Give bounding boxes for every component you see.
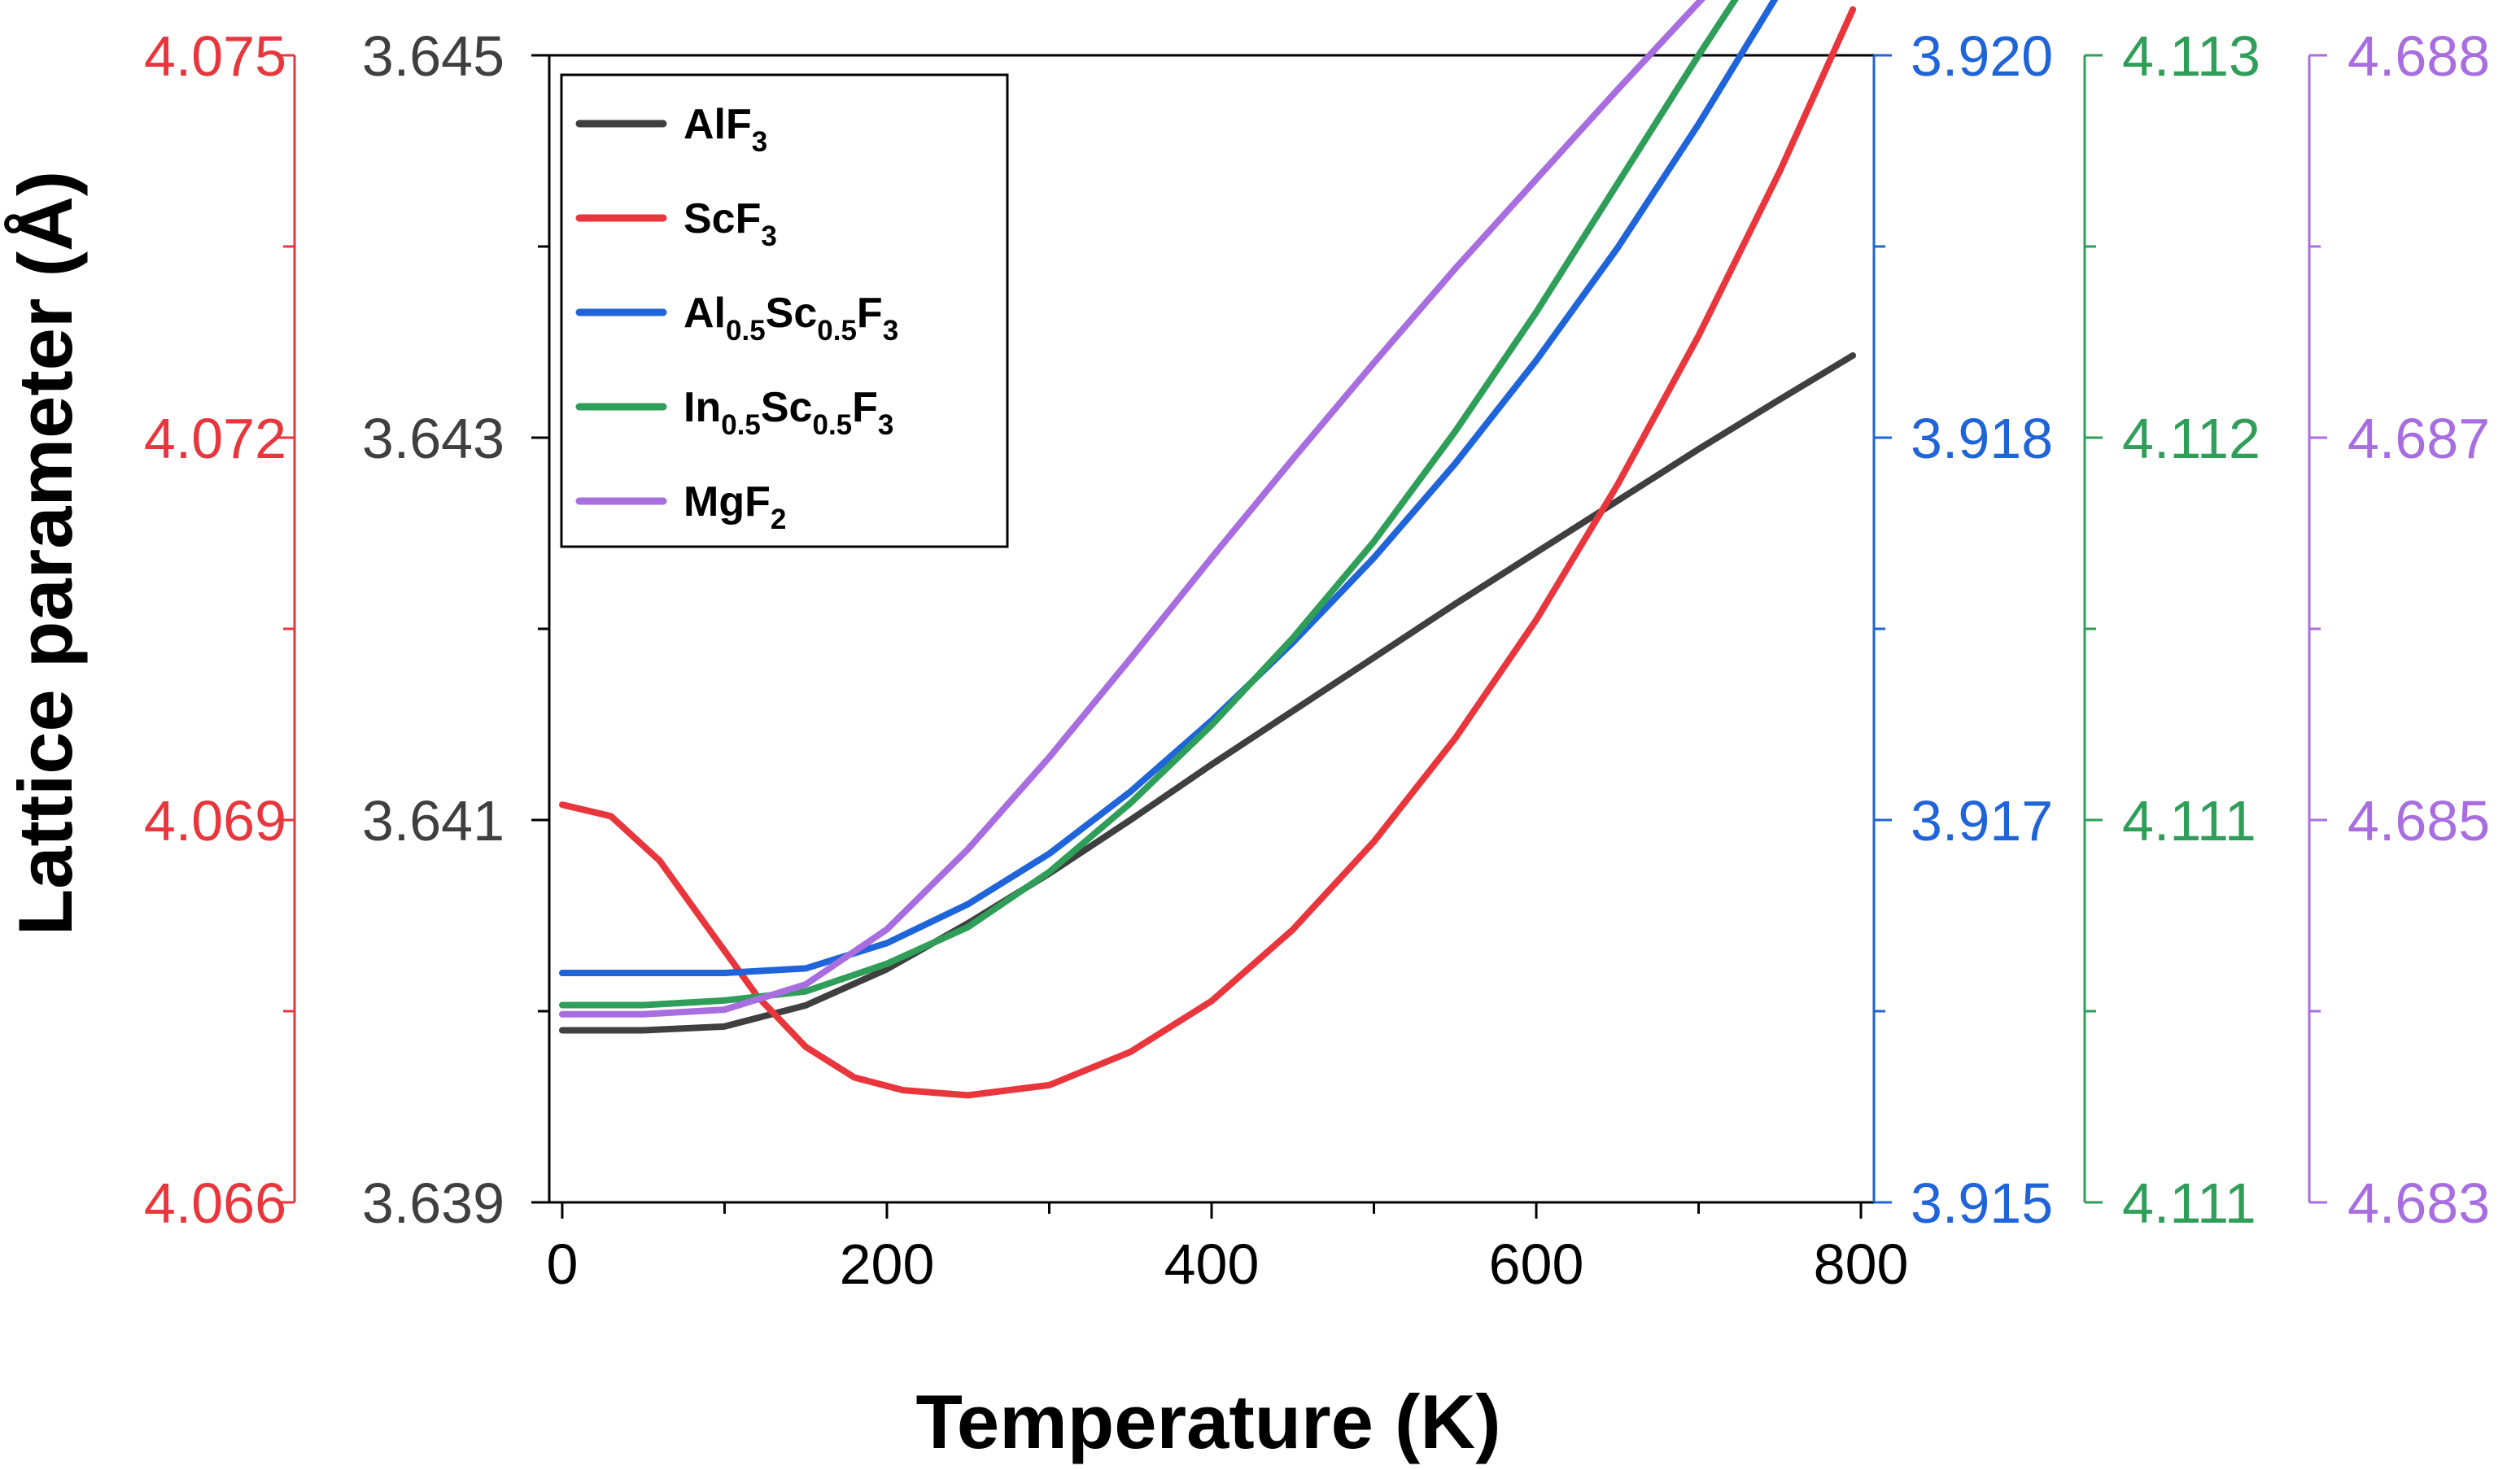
x-axis-title: Temperature (K) [915, 1379, 1500, 1464]
mgf2_axis-tick-label: 4.683 [2347, 1171, 2490, 1235]
mgf2_axis-tick-label: 4.688 [2347, 24, 2490, 88]
insc_axis-tick-label: 4.111 [2122, 789, 2256, 853]
insc_axis-tick-label: 4.112 [2122, 407, 2260, 470]
x-tick-label: 0 [546, 1232, 578, 1296]
mgf2_axis-tick-label: 4.685 [2347, 789, 2490, 853]
scf3_axis-tick-label: 4.072 [144, 407, 286, 470]
alf3_axis-tick-label: 3.641 [362, 789, 504, 853]
alsc_axis-tick-label: 3.920 [1911, 24, 2053, 88]
legend-label: MgF2 [684, 478, 786, 535]
alf3_axis-tick-label: 3.639 [362, 1171, 504, 1235]
x-tick-label: 400 [1164, 1232, 1260, 1296]
scf3_axis-tick-label: 4.069 [144, 789, 286, 853]
legend-label: Al0.5Sc0.5F3 [684, 290, 898, 347]
insc_axis-tick-label: 4.111 [2122, 1171, 2256, 1235]
y-axis-title: Lattice parameter (Å) [2, 171, 88, 936]
legend-label: ScF3 [684, 195, 777, 252]
mgf2_axis-tick-label: 4.687 [2347, 407, 2490, 470]
insc_axis-tick-label: 4.113 [2122, 24, 2260, 88]
axes-layer: 0 200 400 600 800 4.066 4.069 4.072 4.075 3.639 3.… [144, 24, 2490, 1296]
alf3_axis-tick-label: 3.645 [362, 24, 504, 88]
legend: AlF3 ScF3 Al0.5Sc0.5F3 In0.5Sc0.5F3 MgF2 [560, 73, 1009, 548]
alsc_axis-tick-label: 3.915 [1911, 1171, 2053, 1235]
scf3_axis-tick-label: 4.075 [144, 24, 286, 88]
alsc_axis-tick-label: 3.917 [1911, 789, 2053, 853]
legend-label: AlF3 [684, 101, 767, 158]
series-line-mgf2 [559, 0, 1706, 1018]
series-line-alf3 [559, 352, 1857, 1034]
x-tick-label: 600 [1489, 1232, 1584, 1296]
series-layer [559, 0, 1857, 1099]
series-line-scf3 [559, 6, 1857, 1099]
legend-label: In0.5Sc0.5F3 [684, 384, 893, 441]
x-tick-label: 200 [840, 1232, 935, 1296]
alsc_axis-tick-label: 3.918 [1911, 407, 2053, 470]
scf3_axis-tick-label: 4.066 [144, 1171, 286, 1235]
alf3_axis-tick-label: 3.643 [362, 407, 504, 470]
x-tick-label: 800 [1814, 1232, 1909, 1296]
